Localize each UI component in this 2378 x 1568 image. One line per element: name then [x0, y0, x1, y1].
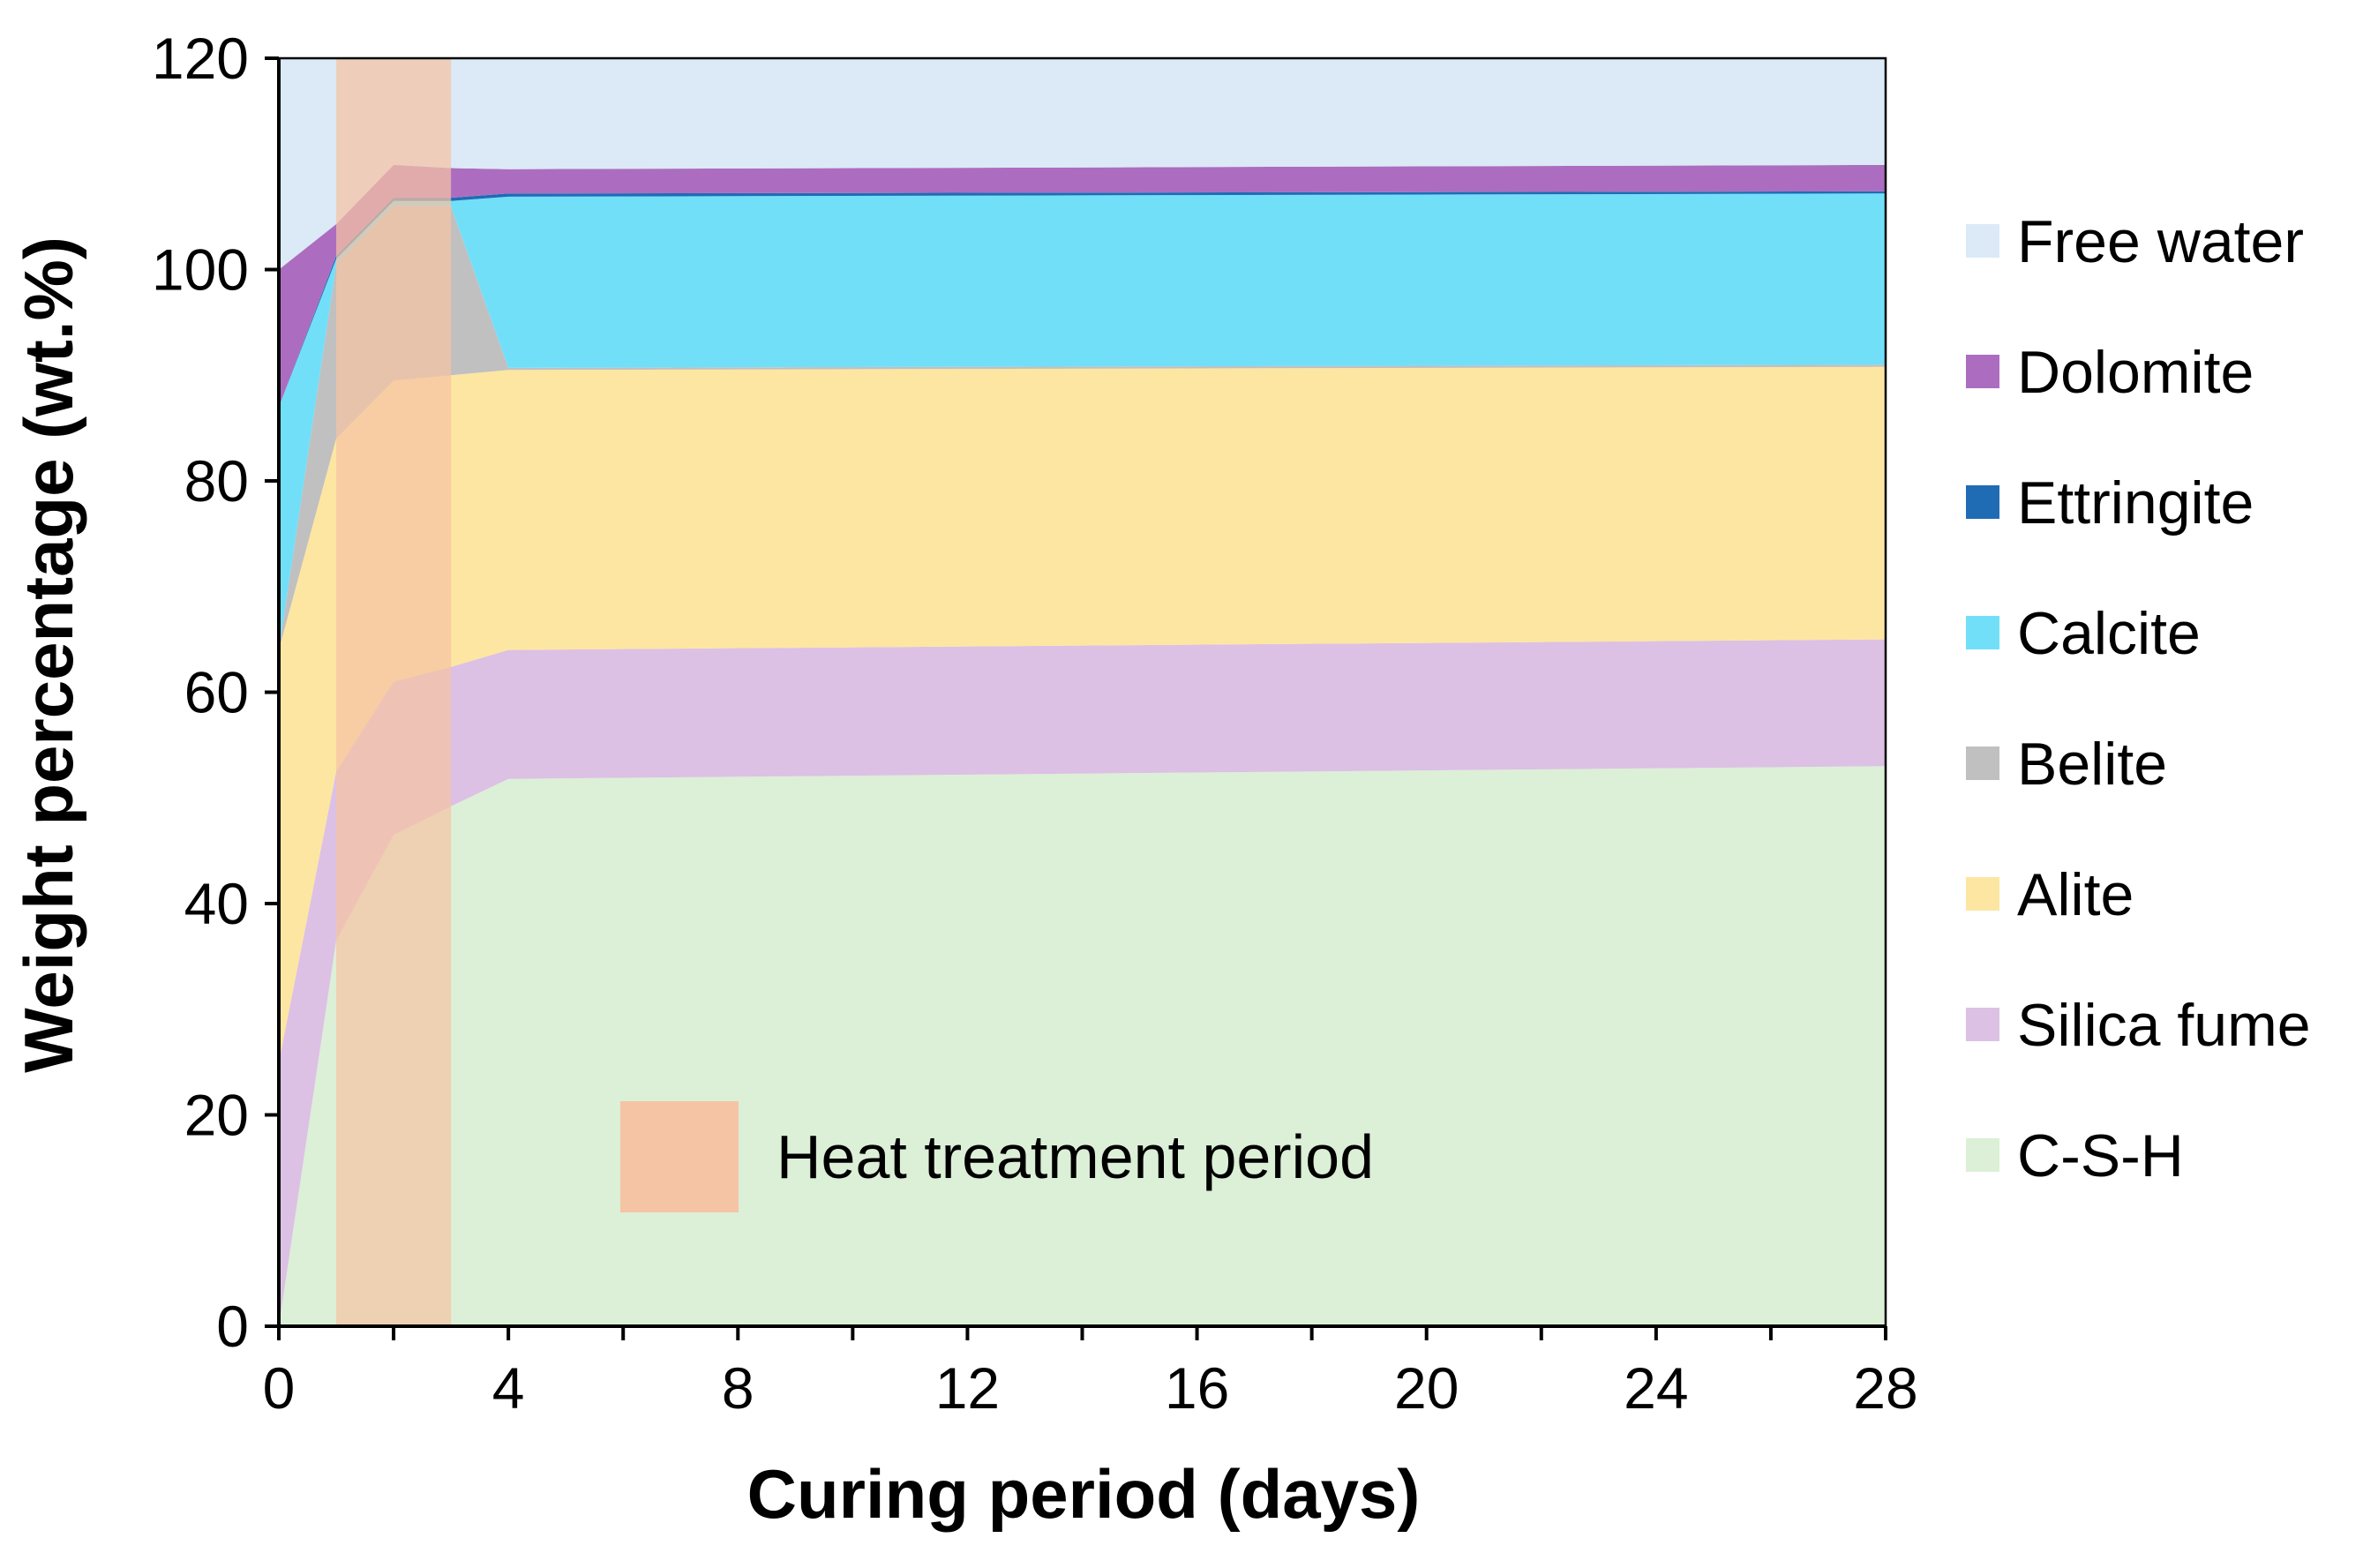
annotation-swatch [620, 1101, 739, 1212]
legend-swatch-free-water [1966, 224, 1999, 258]
area-alite [279, 366, 1886, 1062]
x-axis-title: Curing period (days) [747, 1455, 1421, 1533]
y-tick-label: 100 [152, 237, 249, 303]
legend-label-calcite: Calcite [2017, 600, 2201, 667]
legend-label-dolomite: Dolomite [2017, 339, 2254, 406]
legend-label-alite: Alite [2017, 861, 2134, 928]
x-tick-label: 28 [1853, 1355, 1917, 1421]
annotation-label: Heat treatment period [776, 1122, 1374, 1191]
area-free-water [279, 58, 1886, 270]
y-axis-title: Weight percentage (wt.%) [10, 236, 87, 1073]
legend-swatch-c-s-h [1966, 1138, 1999, 1172]
legend-label-free-water: Free water [2017, 208, 2304, 275]
annotation-group: Heat treatment period [620, 1101, 1374, 1212]
legend-label-belite: Belite [2017, 731, 2167, 798]
heat-treatment-band [336, 58, 452, 1326]
legend-swatch-silica-fume [1966, 1008, 1999, 1041]
legend-swatch-ettringite [1966, 485, 1999, 519]
legend-swatch-dolomite [1966, 355, 1999, 388]
x-tick-label: 8 [722, 1355, 754, 1421]
y-tick-label: 120 [152, 26, 249, 91]
legend-label-silica-fume: Silica fume [2017, 992, 2311, 1059]
legend-swatch-alite [1966, 877, 1999, 911]
x-tick-label: 16 [1165, 1355, 1229, 1421]
legend-label-ettringite: Ettringite [2017, 469, 2254, 536]
x-tick-label: 24 [1624, 1355, 1688, 1421]
y-tick-label: 80 [184, 448, 249, 514]
legend-label-c-s-h: C-S-H [2017, 1122, 2184, 1189]
x-tick-label: 0 [263, 1355, 296, 1421]
area-c-s-h [279, 766, 1886, 1326]
x-tick-label: 4 [492, 1355, 525, 1421]
y-tick-label: 0 [216, 1294, 249, 1359]
axes-group: 0 20 40 60 80 100 120 0 4 8 12 16 20 24 28 [152, 26, 1918, 1421]
y-tick-label: 60 [184, 660, 249, 725]
y-tick-label: 20 [184, 1083, 249, 1148]
legend-swatch-calcite [1966, 616, 1999, 649]
area-calcite [279, 193, 1886, 650]
legend-swatch-belite [1966, 746, 1999, 780]
x-tick-label: 12 [935, 1355, 1000, 1421]
x-tick-label: 20 [1394, 1355, 1459, 1421]
y-tick-label: 40 [184, 871, 249, 936]
legend: Free water Dolomite Ettringite Calcite Belit… [1966, 208, 2311, 1189]
